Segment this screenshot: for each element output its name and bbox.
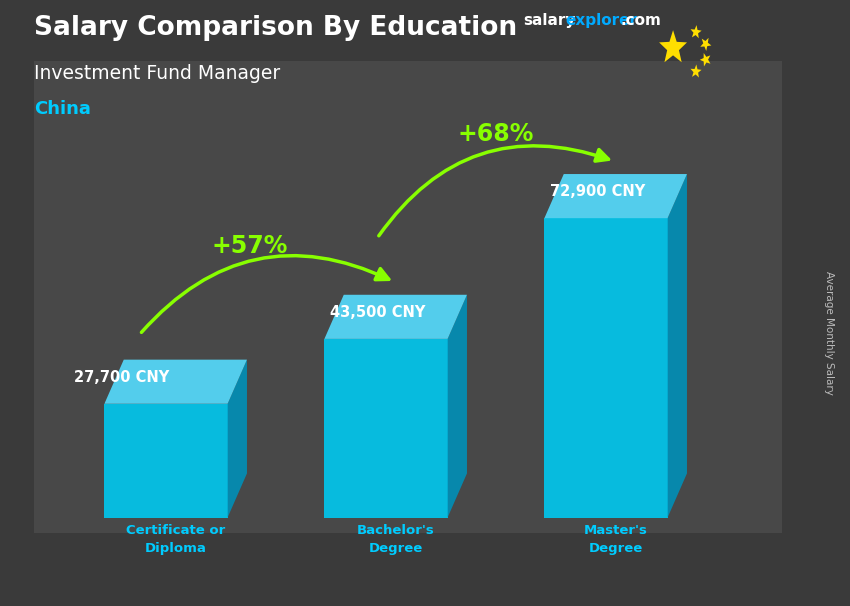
Text: +68%: +68% — [458, 122, 534, 146]
Polygon shape — [105, 404, 228, 518]
Text: Investment Fund Manager: Investment Fund Manager — [34, 64, 280, 82]
Polygon shape — [325, 339, 448, 518]
Polygon shape — [690, 64, 701, 78]
Polygon shape — [448, 295, 467, 518]
Polygon shape — [544, 174, 687, 218]
Text: Certificate or
Diploma: Certificate or Diploma — [126, 524, 225, 555]
Text: Master's
Degree: Master's Degree — [584, 524, 648, 555]
Text: Bachelor's
Degree: Bachelor's Degree — [357, 524, 434, 555]
Text: Salary Comparison By Education: Salary Comparison By Education — [34, 15, 517, 41]
Polygon shape — [105, 359, 247, 404]
Text: 72,900 CNY: 72,900 CNY — [550, 184, 645, 199]
FancyBboxPatch shape — [34, 61, 782, 533]
Text: Average Monthly Salary: Average Monthly Salary — [824, 271, 834, 395]
Polygon shape — [700, 38, 711, 51]
Text: .com: .com — [620, 13, 661, 28]
Text: 27,700 CNY: 27,700 CNY — [75, 370, 170, 385]
Polygon shape — [228, 359, 247, 518]
Polygon shape — [690, 25, 701, 38]
Polygon shape — [325, 295, 467, 339]
Text: China: China — [34, 100, 91, 118]
Text: explorer: explorer — [565, 13, 638, 28]
Text: 43,500 CNY: 43,500 CNY — [330, 305, 425, 320]
Polygon shape — [544, 218, 667, 518]
Polygon shape — [700, 53, 711, 67]
Text: salary: salary — [523, 13, 575, 28]
Polygon shape — [659, 30, 687, 62]
Polygon shape — [667, 174, 687, 518]
Text: +57%: +57% — [212, 234, 288, 258]
